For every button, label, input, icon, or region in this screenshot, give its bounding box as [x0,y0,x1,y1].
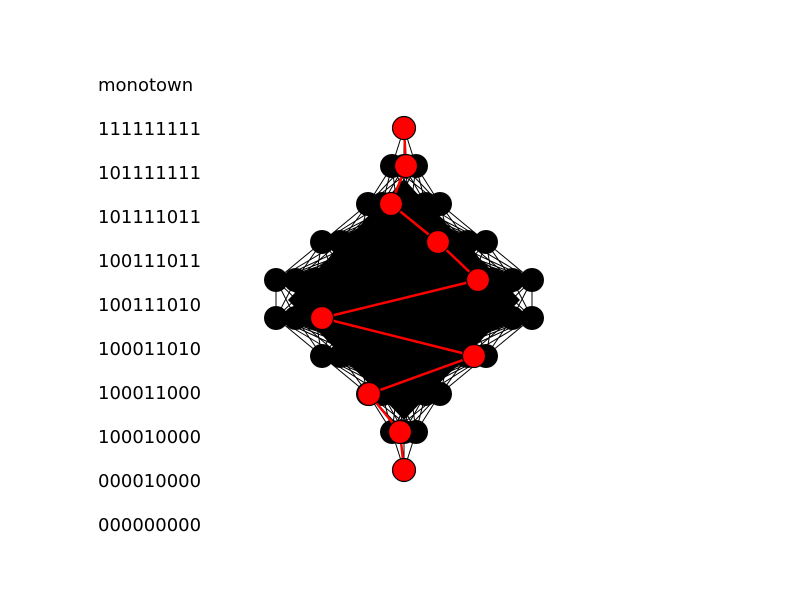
chain-node [311,307,334,330]
chain-node [467,269,490,292]
chain-node [395,155,418,178]
lattice-node [428,382,452,406]
chain-node [427,231,450,254]
lattice-node [428,192,452,216]
chain-node [393,117,416,140]
chain-node [389,421,412,444]
lattice-node [474,230,498,254]
chain-node [358,383,381,406]
chain-node [463,345,486,368]
lattice-node [520,306,544,330]
chain-node [393,459,416,482]
chain-node [380,193,403,216]
lattice-node [520,268,544,292]
